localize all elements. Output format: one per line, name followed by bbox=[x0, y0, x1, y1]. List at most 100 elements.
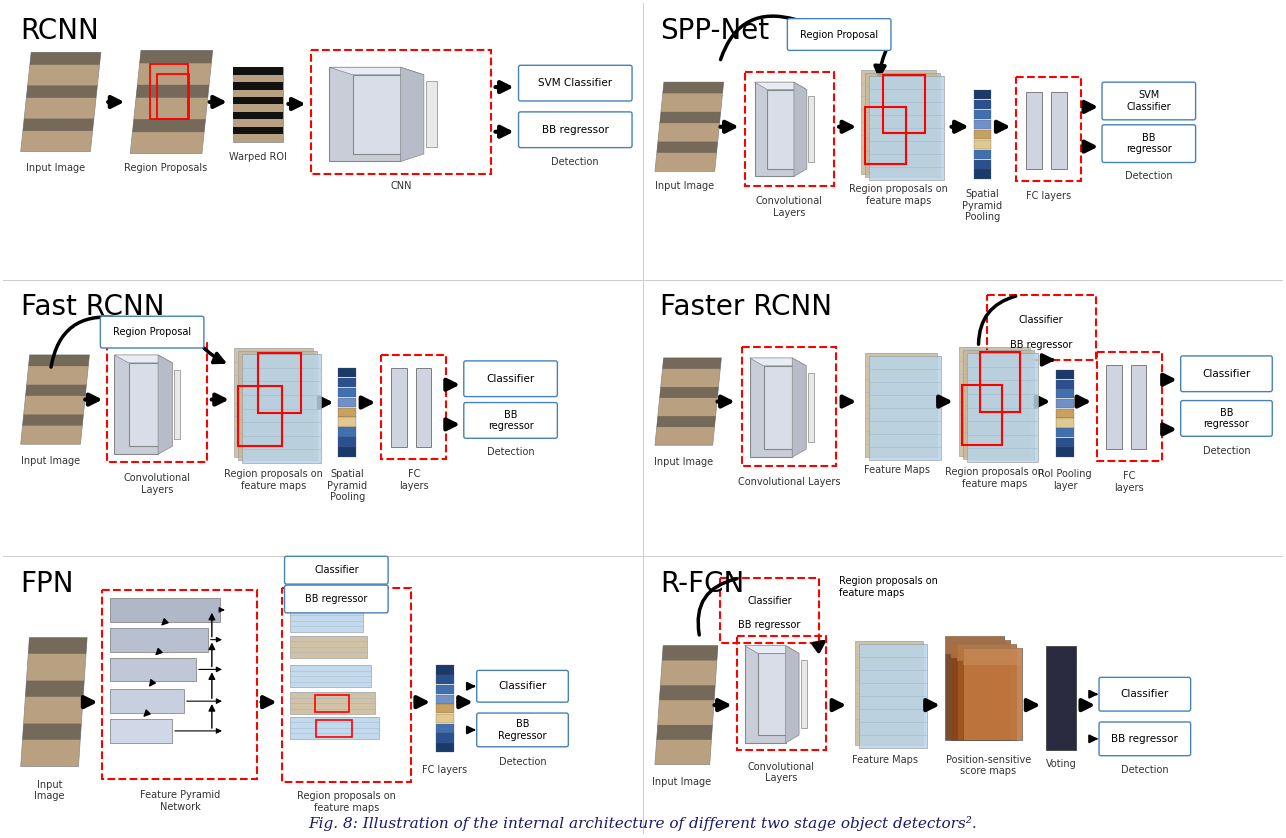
Polygon shape bbox=[21, 745, 80, 761]
Bar bbox=[436, 714, 454, 723]
Bar bbox=[282, 588, 412, 782]
Polygon shape bbox=[140, 50, 212, 64]
Text: SVM Classifier: SVM Classifier bbox=[539, 78, 612, 88]
Text: Region Proposals: Region Proposals bbox=[125, 163, 208, 173]
FancyBboxPatch shape bbox=[284, 585, 388, 613]
Bar bbox=[859, 709, 927, 710]
Bar bbox=[883, 75, 925, 132]
Bar bbox=[233, 67, 283, 75]
Bar bbox=[415, 368, 431, 447]
Text: FC layers: FC layers bbox=[422, 764, 467, 774]
Text: BB regressor: BB regressor bbox=[738, 620, 801, 630]
FancyBboxPatch shape bbox=[787, 18, 891, 50]
Bar bbox=[859, 657, 927, 658]
Text: Spatial
Pyramid
Pooling: Spatial Pyramid Pooling bbox=[962, 189, 1003, 222]
Bar bbox=[257, 354, 301, 413]
Bar bbox=[289, 682, 372, 683]
Polygon shape bbox=[138, 68, 211, 80]
Bar bbox=[869, 369, 940, 370]
Bar bbox=[242, 354, 322, 463]
FancyBboxPatch shape bbox=[464, 361, 557, 396]
Bar bbox=[945, 636, 1004, 654]
Bar bbox=[234, 362, 314, 363]
Bar bbox=[950, 639, 1011, 658]
Bar bbox=[233, 112, 283, 119]
Bar bbox=[869, 356, 940, 357]
Text: Detection: Detection bbox=[1121, 764, 1169, 774]
Bar bbox=[289, 671, 372, 672]
Text: BB regressor: BB regressor bbox=[305, 594, 368, 604]
FancyBboxPatch shape bbox=[518, 65, 631, 101]
Polygon shape bbox=[656, 157, 716, 168]
Polygon shape bbox=[24, 702, 82, 718]
Bar bbox=[974, 130, 992, 139]
Bar bbox=[436, 743, 454, 753]
Bar bbox=[869, 102, 944, 103]
Bar bbox=[865, 431, 936, 432]
Bar bbox=[150, 65, 188, 119]
Bar bbox=[1130, 365, 1146, 449]
Bar bbox=[1106, 365, 1121, 449]
Polygon shape bbox=[655, 645, 718, 764]
Bar bbox=[869, 356, 940, 460]
Text: SPP-Net: SPP-Net bbox=[660, 17, 769, 44]
Bar bbox=[436, 685, 454, 694]
Polygon shape bbox=[24, 102, 95, 114]
Text: Region proposals on
feature maps: Region proposals on feature maps bbox=[297, 791, 396, 813]
FancyBboxPatch shape bbox=[1181, 401, 1272, 437]
Polygon shape bbox=[657, 142, 718, 153]
Bar bbox=[1016, 77, 1082, 181]
Bar bbox=[801, 660, 806, 728]
Bar bbox=[950, 639, 1011, 740]
Text: Classifier: Classifier bbox=[1120, 689, 1169, 699]
Polygon shape bbox=[28, 638, 87, 654]
Bar bbox=[1056, 389, 1074, 398]
Text: Detection: Detection bbox=[487, 447, 535, 458]
Text: Detection: Detection bbox=[552, 157, 599, 167]
Bar bbox=[1056, 380, 1074, 389]
Bar bbox=[234, 416, 314, 417]
Polygon shape bbox=[27, 660, 86, 675]
Bar bbox=[764, 366, 796, 449]
Bar bbox=[1047, 645, 1076, 750]
Bar bbox=[750, 358, 792, 457]
Bar bbox=[289, 733, 379, 734]
Bar bbox=[338, 368, 356, 377]
Polygon shape bbox=[656, 745, 711, 760]
Bar bbox=[338, 427, 356, 437]
Bar bbox=[174, 370, 180, 439]
Text: Feature Pyramid
Network: Feature Pyramid Network bbox=[140, 790, 220, 812]
Bar bbox=[233, 127, 283, 134]
Text: Feature Maps: Feature Maps bbox=[851, 755, 918, 765]
Bar bbox=[436, 724, 454, 733]
Bar bbox=[338, 407, 356, 417]
Text: Classifier: Classifier bbox=[486, 374, 535, 384]
Bar bbox=[1056, 437, 1074, 447]
Bar bbox=[338, 417, 356, 427]
Bar bbox=[329, 67, 400, 162]
Bar bbox=[974, 150, 992, 159]
Bar bbox=[865, 366, 936, 367]
Bar bbox=[859, 735, 927, 736]
Text: Region proposals on
feature maps: Region proposals on feature maps bbox=[850, 184, 948, 206]
Polygon shape bbox=[23, 415, 84, 426]
Bar bbox=[862, 70, 936, 71]
Bar bbox=[289, 652, 368, 653]
Polygon shape bbox=[30, 53, 100, 65]
Bar bbox=[1056, 399, 1074, 408]
Bar bbox=[1097, 352, 1161, 461]
Bar bbox=[859, 644, 927, 747]
Text: FC layers: FC layers bbox=[1026, 191, 1071, 201]
Text: BB
Regressor: BB Regressor bbox=[498, 719, 547, 741]
Bar bbox=[242, 395, 322, 396]
Bar bbox=[338, 437, 356, 447]
FancyBboxPatch shape bbox=[284, 556, 388, 584]
Bar bbox=[967, 380, 1038, 381]
Bar bbox=[234, 389, 314, 390]
Bar bbox=[111, 598, 220, 622]
Bar bbox=[1026, 92, 1042, 169]
Bar bbox=[352, 75, 408, 154]
Polygon shape bbox=[755, 82, 806, 90]
Bar bbox=[869, 154, 944, 155]
Bar bbox=[865, 444, 936, 445]
